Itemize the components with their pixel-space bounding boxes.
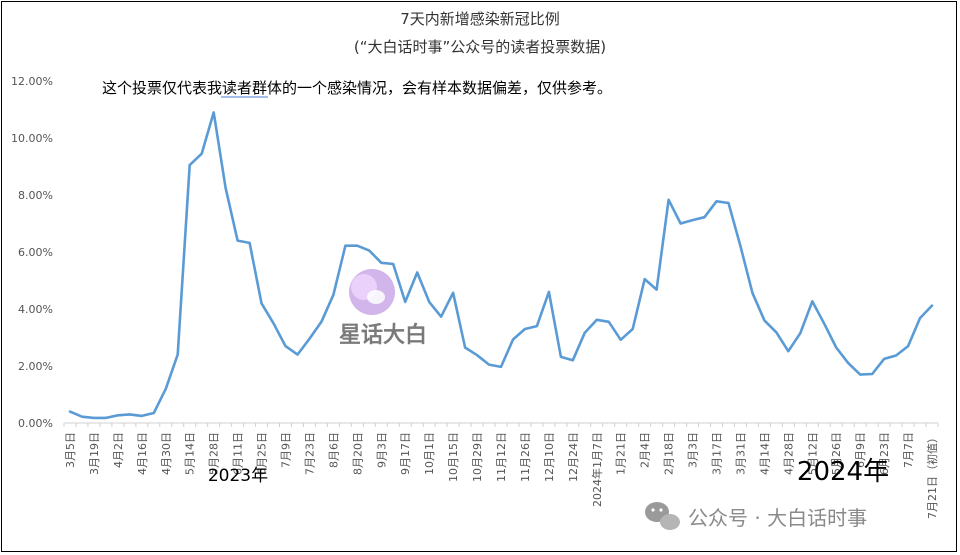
series-layer (68, 111, 934, 420)
x-tick-label: 6月9日 (854, 432, 867, 468)
y-tick-label: 10.00% (11, 132, 53, 145)
y-axis: 0.00% 2.00% 4.00% 6.00% 8.00% 10.00% 12.00% (11, 75, 53, 430)
series-line (68, 111, 934, 420)
watermark-rabbit-body (367, 290, 385, 304)
x-tick-label: 1月21日 (615, 432, 628, 475)
y-tick-label: 2.00% (18, 360, 53, 373)
x-axis: 3月5日 3月19日 4月2日 4月16日 4月30日 5月14日 5月28日 6月11日 6月… (63, 423, 939, 519)
x-tick-label: 12月10日 (543, 432, 556, 482)
x-tick-label: 9月17日 (399, 432, 412, 475)
x-tick-label: 4月30日 (160, 432, 173, 475)
x-tick-label: 3月5日 (64, 432, 77, 468)
x-tick-label: 10月15日 (447, 432, 460, 482)
x-tick-label: 4月16日 (136, 432, 149, 475)
x-tick-label: 7月23日 (303, 432, 316, 475)
x-tick-label: 6月11日 (232, 432, 245, 475)
x-tick-label: 5月14日 (184, 432, 197, 475)
x-tick-label: 8月20日 (351, 432, 364, 475)
wechat-icon (645, 502, 680, 530)
x-tick-label: 4月28日 (782, 432, 795, 475)
year-label-2024: 2024年 (797, 457, 889, 487)
x-tick-label: 4月2日 (112, 432, 125, 468)
x-tick-label: 3月17日 (711, 432, 724, 475)
year-label-2023: 2023年 (208, 466, 268, 486)
x-tick-label: 3月3日 (687, 432, 700, 468)
y-tick-label: 6.00% (18, 246, 53, 259)
x-tick-label: 6月25日 (256, 432, 269, 475)
x-tick-label: 4月14日 (758, 432, 771, 475)
x-tick-label: 6月23日 (878, 432, 891, 475)
chart-title: 7天内新增感染新冠比例 (400, 10, 560, 28)
y-tick-label: 8.00% (18, 189, 53, 202)
y-tick-label: 12.00% (11, 75, 53, 88)
x-tick-label: 11月26日 (519, 432, 532, 482)
x-tick-label: 5月26日 (830, 432, 843, 475)
x-tick-label: 2月4日 (639, 432, 652, 468)
x-tick-label: 2月18日 (663, 432, 676, 475)
watermark-text: 星话大白 (339, 322, 427, 348)
y-tick-label: 4.00% (18, 303, 53, 316)
watermark: 星话大白 (339, 269, 427, 348)
y-tick-label: 0.00% (18, 417, 53, 430)
footer: 公众号 · 大白话时事 (645, 502, 867, 530)
x-tick-label: 5月12日 (806, 432, 819, 475)
x-tick-label: 8月6日 (327, 432, 340, 468)
chart-annotation: 这个投票仅代表我读者群体的一个感染情况，会有样本数据偏差，仅供参考。 (102, 79, 612, 97)
footer-text: 公众号 · 大白话时事 (688, 506, 867, 530)
x-tick-label: 2024年1月7日 (590, 432, 604, 507)
x-tick-label: 7月9日 (279, 432, 292, 468)
x-tick-label: 10月29日 (471, 432, 484, 482)
chart-subtitle: (“大白话时事”公众号的读者投票数据) (354, 38, 606, 56)
x-tick-label: 5月28日 (208, 432, 221, 475)
x-tick-label: 12月24日 (567, 432, 580, 482)
x-tick-label: 9月3日 (375, 432, 388, 468)
x-tick-label: 3月19日 (88, 432, 101, 475)
x-tick-label: 11月12日 (495, 432, 508, 482)
x-tick-label: 7月7日 (902, 432, 915, 468)
x-tick-label: 10月1日 (423, 432, 436, 475)
x-tick-label: 3月31日 (734, 432, 747, 475)
x-tick-label: 7月21日（初值） (925, 432, 939, 519)
